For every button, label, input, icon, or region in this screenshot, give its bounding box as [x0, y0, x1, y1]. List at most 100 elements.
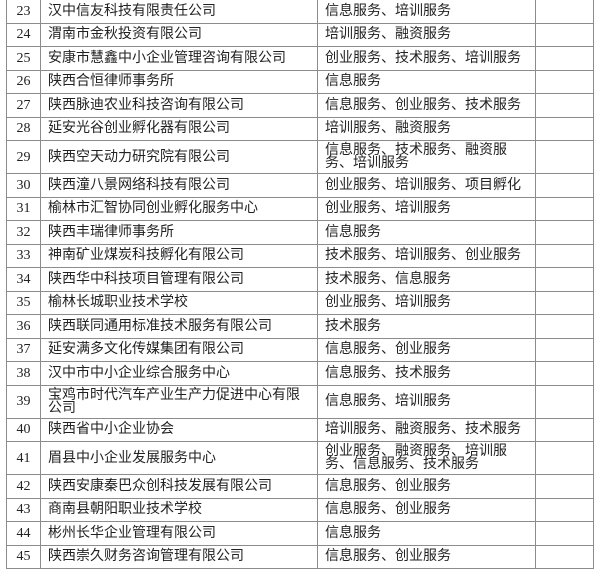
service-provider-table: 23 汉中信友科技有限责任公司 信息服务、培训服务 24 渭南市金秋投资有限公司 培训服务…: [6, 0, 594, 569]
extra-cell: [535, 69, 594, 94]
service-types: 信息服务、技术服务、融资服务、培训服务: [317, 140, 536, 174]
row-number: 38: [6, 361, 41, 386]
service-types: 培训服务、融资服务: [317, 22, 536, 47]
table-row: 45 陕西崇久财务咨询管理有限公司 信息服务、创业服务: [6, 544, 594, 569]
extra-cell: [535, 361, 594, 386]
row-number: 35: [6, 290, 41, 315]
table-row: 38 汉中市中小企业综合服务中心 信息服务、技术服务: [6, 361, 594, 386]
service-types: 信息服务: [317, 220, 536, 245]
row-number: 37: [6, 337, 41, 362]
row-number: 25: [6, 46, 41, 71]
table-row: 33 神南矿业煤炭科技孵化有限公司 技术服务、培训服务、创业服务: [6, 243, 594, 268]
extra-cell: [535, 196, 594, 221]
table-row: 44 彬州长华企业管理有限公司 信息服务: [6, 521, 594, 546]
table-row: 26 陕西合恒律师事务所 信息服务: [6, 69, 594, 94]
table-row: 28 延安光谷创业孵化器有限公司 培训服务、融资服务: [6, 116, 594, 141]
organization-name: 陕西崇久财务咨询管理有限公司: [40, 544, 318, 569]
extra-cell: [535, 140, 594, 174]
organization-name: 陕西脉迪农业科技咨询有限公司: [40, 93, 318, 118]
table-row: 30 陕西潼八景网络科技有限公司 创业服务、培训服务、项目孵化: [6, 173, 594, 198]
organization-name: 陕西丰瑞律师事务所: [40, 220, 318, 245]
extra-cell: [535, 93, 594, 118]
service-types: 信息服务、技术服务: [317, 361, 536, 386]
extra-cell: [535, 384, 594, 419]
table-row: 27 陕西脉迪农业科技咨询有限公司 信息服务、创业服务、技术服务: [6, 93, 594, 118]
service-types: 创业服务、技术服务、培训服务: [317, 46, 536, 71]
organization-name: 陕西华中科技项目管理有限公司: [40, 267, 318, 292]
organization-name: 延安光谷创业孵化器有限公司: [40, 116, 318, 141]
row-number: 36: [6, 314, 41, 339]
row-number: 39: [6, 384, 41, 419]
row-number: 28: [6, 116, 41, 141]
service-types: 创业服务、培训服务: [317, 196, 536, 221]
row-number: 44: [6, 521, 41, 546]
service-types: 培训服务、融资服务、技术服务: [317, 417, 536, 442]
service-types: 创业服务、融资服务、培训服务、信息服务、技术服务: [317, 441, 536, 475]
table-row: 37 延安满多文化传媒集团有限公司 信息服务、创业服务: [6, 337, 594, 362]
organization-name: 神南矿业煤炭科技孵化有限公司: [40, 243, 318, 268]
row-number: 27: [6, 93, 41, 118]
service-types: 培训服务、融资服务: [317, 116, 536, 141]
table-row: 23 汉中信友科技有限责任公司 信息服务、培训服务: [6, 0, 594, 24]
table-row: 34 陕西华中科技项目管理有限公司 技术服务、信息服务: [6, 267, 594, 292]
extra-cell: [535, 220, 594, 245]
service-types: 技术服务: [317, 314, 536, 339]
organization-name: 商南县朝阳职业技术学校: [40, 497, 318, 522]
extra-cell: [535, 46, 594, 71]
extra-cell: [535, 314, 594, 339]
row-number: 24: [6, 22, 41, 47]
table-row: 31 榆林市汇智协同创业孵化服务中心 创业服务、培训服务: [6, 196, 594, 221]
organization-name: 宝鸡市时代汽车产业生产力促进中心有限公司: [40, 384, 318, 419]
table-row: 25 安康市慧鑫中小企业管理咨询有限公司 创业服务、技术服务、培训服务: [6, 46, 594, 71]
organization-name: 榆林市汇智协同创业孵化服务中心: [40, 196, 318, 221]
service-types: 信息服务、培训服务: [317, 384, 536, 419]
service-types: 信息服务: [317, 69, 536, 94]
table-row: 29 陕西空天动力研究院有限公司 信息服务、技术服务、融资服务、培训服务: [6, 140, 594, 174]
organization-name: 陕西空天动力研究院有限公司: [40, 140, 318, 174]
table-row: 40 陕西省中小企业协会 培训服务、融资服务、技术服务: [6, 417, 594, 442]
extra-cell: [535, 497, 594, 522]
organization-name: 汉中市中小企业综合服务中心: [40, 361, 318, 386]
organization-name: 陕西潼八景网络科技有限公司: [40, 173, 318, 198]
extra-cell: [535, 290, 594, 315]
service-types: 创业服务、培训服务、项目孵化: [317, 173, 536, 198]
table-row: 24 渭南市金秋投资有限公司 培训服务、融资服务: [6, 22, 594, 47]
table-row: 42 陕西安康秦巴众创科技发展有限公司 信息服务、创业服务: [6, 474, 594, 499]
extra-cell: [535, 474, 594, 499]
organization-name: 汉中信友科技有限责任公司: [40, 0, 318, 24]
row-number: 43: [6, 497, 41, 522]
extra-cell: [535, 337, 594, 362]
table-body: 23 汉中信友科技有限责任公司 信息服务、培训服务 24 渭南市金秋投资有限公司 培训服务…: [6, 0, 594, 569]
row-number: 32: [6, 220, 41, 245]
organization-name: 陕西安康秦巴众创科技发展有限公司: [40, 474, 318, 499]
extra-cell: [535, 267, 594, 292]
row-number: 26: [6, 69, 41, 94]
extra-cell: [535, 116, 594, 141]
service-types: 信息服务、培训服务: [317, 0, 536, 24]
extra-cell: [535, 0, 594, 24]
row-number: 29: [6, 140, 41, 174]
organization-name: 陕西合恒律师事务所: [40, 69, 318, 94]
organization-name: 延安满多文化传媒集团有限公司: [40, 337, 318, 362]
table-row: 35 榆林长城职业技术学校 创业服务、培训服务: [6, 290, 594, 315]
table-row: 41 眉县中小企业发展服务中心 创业服务、融资服务、培训服务、信息服务、技术服务: [6, 441, 594, 475]
service-types: 技术服务、培训服务、创业服务: [317, 243, 536, 268]
row-number: 33: [6, 243, 41, 268]
row-number: 45: [6, 544, 41, 569]
table-row: 36 陕西联同通用标准技术服务有限公司 技术服务: [6, 314, 594, 339]
extra-cell: [535, 243, 594, 268]
organization-name: 渭南市金秋投资有限公司: [40, 22, 318, 47]
service-types: 信息服务: [317, 521, 536, 546]
row-number: 30: [6, 173, 41, 198]
service-types: 信息服务、创业服务: [317, 544, 536, 569]
row-number: 23: [6, 0, 41, 24]
extra-cell: [535, 22, 594, 47]
organization-name: 彬州长华企业管理有限公司: [40, 521, 318, 546]
service-types: 信息服务、创业服务: [317, 337, 536, 362]
table-row: 32 陕西丰瑞律师事务所 信息服务: [6, 220, 594, 245]
service-types: 信息服务、创业服务: [317, 474, 536, 499]
organization-name: 陕西联同通用标准技术服务有限公司: [40, 314, 318, 339]
service-types: 信息服务、创业服务: [317, 497, 536, 522]
service-types: 技术服务、信息服务: [317, 267, 536, 292]
row-number: 41: [6, 441, 41, 475]
